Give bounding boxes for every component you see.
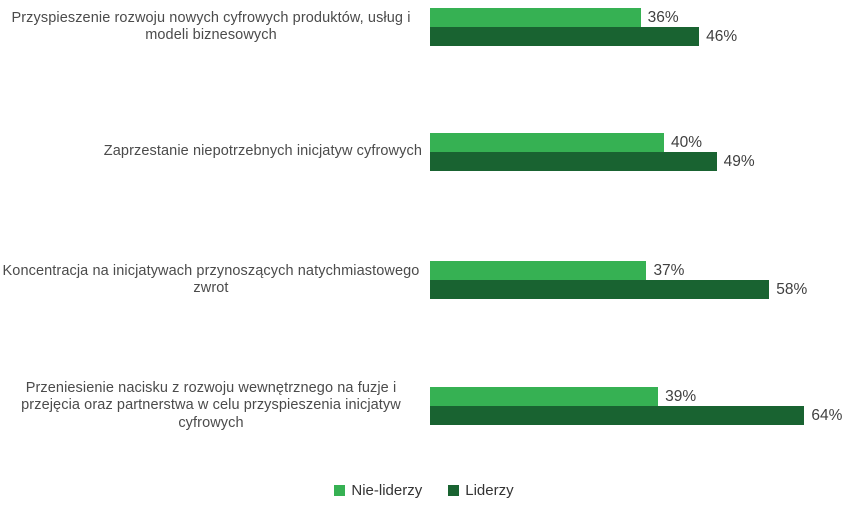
chart-category-row: Koncentracja na inicjatywach przynoszący… [0, 261, 848, 299]
value-label: 49% [723, 152, 755, 170]
category-label: Przeniesienie nacisku z rozwoju wewnętrz… [0, 380, 422, 433]
value-label: 36% [647, 8, 679, 26]
category-bars: 39% 64% [430, 387, 848, 425]
category-label: Zaprzestanie niepotrzebnych inicjatyw cy… [0, 143, 422, 161]
legend-swatch-nie-liderzy-icon [334, 485, 346, 496]
bar-line-liderzy: 46% [430, 27, 848, 46]
legend-label: Nie-liderzy [351, 482, 423, 499]
category-bars: 40% 49% [430, 133, 848, 171]
chart-category-row: Zaprzestanie niepotrzebnych inicjatyw cy… [0, 133, 848, 171]
category-label-text: Zaprzestanie niepotrzebnych inicjatyw cy… [103, 143, 422, 160]
category-label-text: Koncentracja na inicjatywach przynoszący… [2, 262, 420, 297]
bar-line-nie-liderzy: 37% [430, 261, 848, 280]
chart-category-row: Przeniesienie nacisku z rozwoju wewnętrz… [0, 380, 848, 431]
bar-liderzy [430, 152, 717, 171]
bar-line-nie-liderzy: 40% [430, 133, 848, 152]
value-label: 64% [811, 406, 843, 424]
category-label: Przyspieszenie rozwoju nowych cyfrowych … [0, 10, 422, 45]
bar-nie-liderzy [430, 8, 641, 27]
category-bars: 37% 58% [430, 261, 848, 299]
category-label: Koncentracja na inicjatywach przynoszący… [0, 263, 422, 298]
bar-liderzy [430, 280, 770, 299]
value-label: 40% [671, 133, 703, 151]
bar-liderzy [430, 406, 805, 425]
category-label-text: Przeniesienie nacisku z rozwoju wewnętrz… [21, 379, 401, 431]
legend-swatch-liderzy-icon [448, 485, 460, 496]
bar-line-liderzy: 49% [430, 152, 848, 171]
value-label: 39% [665, 387, 697, 405]
legend-item-liderzy: Liderzy [448, 482, 514, 499]
bar-line-liderzy: 64% [430, 406, 848, 425]
bar-line-nie-liderzy: 39% [430, 387, 848, 406]
bar-nie-liderzy [430, 261, 647, 280]
bar-line-liderzy: 58% [430, 280, 848, 299]
category-bars: 36% 46% [430, 8, 848, 46]
chart-legend: Nie-liderzy Liderzy [0, 482, 848, 499]
legend-label: Liderzy [465, 482, 514, 499]
bar-nie-liderzy [430, 133, 664, 152]
category-label-text: Przyspieszenie rozwoju nowych cyfrowych … [11, 9, 411, 44]
value-label: 58% [776, 280, 808, 298]
bar-liderzy [430, 27, 700, 46]
chart-category-row: Przyspieszenie rozwoju nowych cyfrowych … [0, 8, 848, 46]
value-label: 37% [653, 261, 685, 279]
legend-item-nie-liderzy: Nie-liderzy [334, 482, 422, 499]
bar-nie-liderzy [430, 387, 659, 406]
value-label: 46% [706, 27, 738, 45]
bar-line-nie-liderzy: 36% [430, 8, 848, 27]
